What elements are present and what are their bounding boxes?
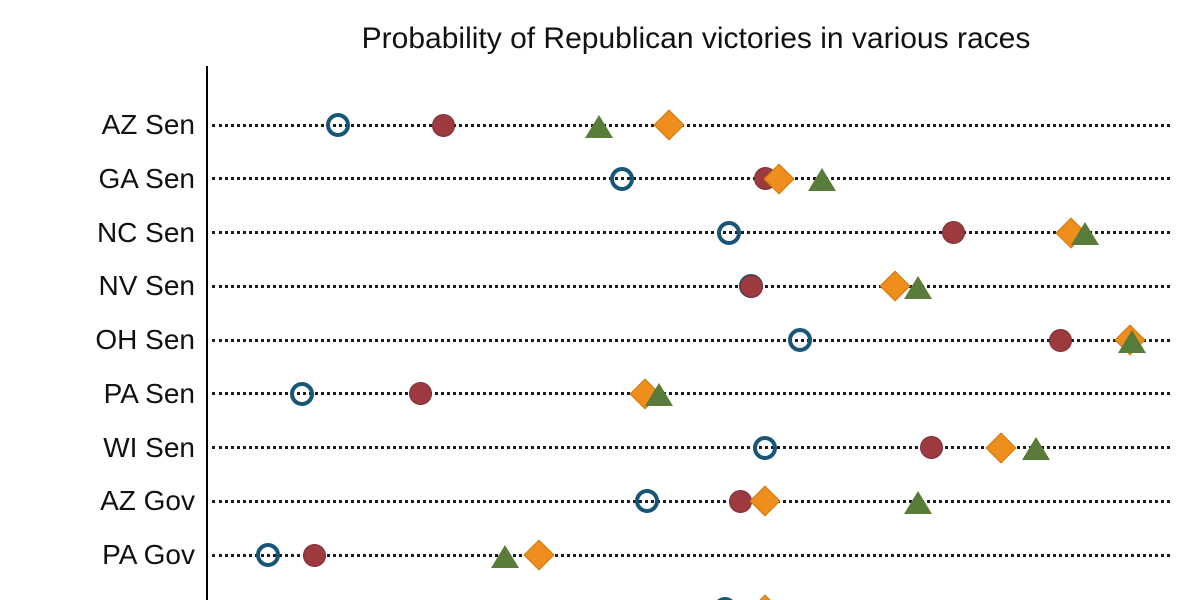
row-label-nv-sen: NV Sen: [98, 270, 196, 302]
filled-circle-marker: [303, 543, 327, 567]
open-circle-marker: [255, 543, 280, 567]
open-circle-marker: [325, 113, 350, 137]
dotted-guide-line: [212, 446, 1170, 449]
diamond-marker: [749, 485, 781, 517]
diamond-marker: [653, 109, 685, 141]
y-axis-line: [206, 66, 208, 600]
open-circle-marker: [752, 435, 777, 460]
diamond-marker: [984, 431, 1017, 464]
dotted-guide-line: [212, 177, 1170, 181]
triangle-marker: [903, 275, 932, 299]
filled-circle-marker: [941, 221, 965, 244]
filled-circle-marker: [919, 436, 943, 459]
row-label-wi-sen: WI Sen: [103, 431, 195, 463]
row-label-pa-gov: PA Gov: [102, 539, 195, 570]
triangle-marker: [584, 114, 613, 138]
row-label-az-sen: AZ Sen: [101, 109, 195, 140]
open-circle-marker: [290, 381, 315, 406]
triangle-marker: [1071, 222, 1100, 245]
diamond-marker: [523, 539, 555, 571]
triangle-marker: [490, 544, 519, 568]
dotted-guide-line: [212, 499, 1170, 503]
row-label-az-gov: AZ Gov: [100, 485, 195, 517]
dotted-guide-line: [212, 284, 1170, 288]
filled-circle-marker: [409, 382, 433, 406]
filled-circle-marker: [1048, 328, 1072, 352]
triangle-marker: [1022, 437, 1051, 460]
triangle-marker: [1118, 329, 1147, 353]
filled-circle-marker: [729, 489, 752, 513]
row-label-oh-sen: OH Sen: [95, 324, 195, 355]
row-label-pa-sen: PA Sen: [103, 377, 195, 409]
open-circle-marker: [610, 166, 635, 191]
filled-circle-marker: [739, 274, 763, 298]
dotted-guide-line: [212, 231, 1170, 234]
triangle-marker: [808, 168, 837, 192]
triangle-marker: [903, 490, 932, 514]
filled-circle-marker: [432, 113, 456, 137]
row-label-ga-sen: GA Sen: [98, 162, 195, 194]
open-circle-marker: [788, 328, 813, 352]
open-circle-marker: [716, 220, 741, 245]
triangle-marker: [644, 383, 673, 407]
dotted-guide-line: [212, 338, 1170, 342]
dotted-guide-line: [212, 123, 1170, 127]
dotted-guide-line: [212, 553, 1170, 557]
open-circle-marker: [635, 489, 660, 514]
row-label-nc-sen: NC Sen: [96, 216, 195, 248]
dotted-guide-line: [212, 392, 1170, 396]
diamond-marker: [749, 594, 781, 600]
chart-title: Probability of Republican victories in v…: [361, 22, 1031, 55]
